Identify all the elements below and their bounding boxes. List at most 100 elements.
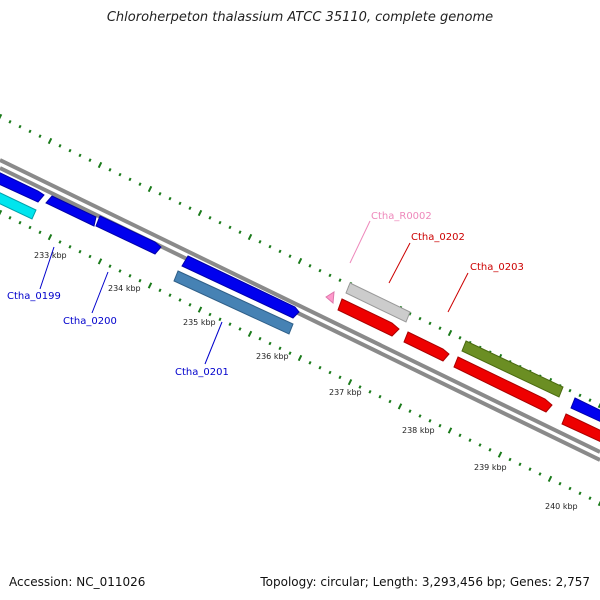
- major-tick: [0, 209, 3, 217]
- minor-tick: [538, 472, 542, 476]
- gene-block[interactable]: [403, 331, 450, 362]
- minor-tick: [408, 409, 412, 413]
- genome-backbone: [0, 158, 600, 462]
- minor-tick: [278, 346, 282, 351]
- gene-leader-lines: [39, 220, 469, 365]
- gene-block[interactable]: [337, 298, 400, 337]
- minor-tick: [78, 153, 82, 158]
- minor-tick: [18, 124, 22, 129]
- minor-tick: [258, 240, 262, 244]
- major-tick: [597, 499, 600, 507]
- gene-block[interactable]: [0, 168, 45, 203]
- kbp-tick-label: 234 kbp: [108, 284, 141, 293]
- minor-tick: [228, 225, 232, 230]
- major-tick: [97, 161, 103, 169]
- minor-tick: [288, 351, 292, 355]
- major-tick: [297, 354, 303, 362]
- gene-block[interactable]: [461, 340, 564, 398]
- minor-tick: [558, 481, 562, 486]
- minor-tick: [428, 321, 432, 326]
- minor-tick: [268, 244, 272, 249]
- minor-tick: [158, 288, 162, 293]
- major-tick: [197, 306, 203, 313]
- minor-tick: [458, 336, 462, 340]
- minor-tick: [118, 172, 122, 177]
- minor-tick: [588, 496, 592, 500]
- minor-tick: [318, 365, 322, 370]
- genome-map: 233 kbp 234 kbp 235 kbp 236 kbp 237 kbp …: [0, 113, 600, 511]
- minor-tick: [38, 134, 42, 138]
- gene-block[interactable]: [95, 215, 162, 255]
- minor-tick: [88, 254, 92, 259]
- kbp-tick-label: 233 kbp: [34, 251, 67, 260]
- minor-tick: [168, 196, 172, 201]
- minor-tick: [518, 462, 522, 467]
- gene-label-ctha-0199[interactable]: Ctha_0199: [7, 291, 61, 302]
- accession-text: Accession: NC_011026: [9, 575, 146, 589]
- minor-tick: [28, 129, 32, 134]
- minor-tick: [238, 230, 242, 234]
- minor-tick: [458, 433, 462, 438]
- gene-block[interactable]: [181, 255, 300, 319]
- minor-tick: [138, 278, 142, 283]
- minor-tick: [168, 293, 172, 297]
- gene-block[interactable]: [453, 356, 553, 413]
- minor-tick: [338, 375, 342, 380]
- minor-tick: [218, 220, 222, 225]
- minor-tick: [388, 399, 392, 404]
- minor-tick: [418, 316, 422, 321]
- gene-label-ctha-0203[interactable]: Ctha_0203: [470, 262, 524, 273]
- minor-tick: [118, 269, 122, 273]
- major-tick: [597, 401, 600, 409]
- minor-tick: [418, 414, 422, 418]
- minor-tick: [308, 361, 312, 365]
- minor-tick: [8, 120, 12, 124]
- gene-block[interactable]: [570, 397, 600, 426]
- minor-tick: [218, 317, 222, 322]
- minor-tick: [318, 268, 322, 273]
- gene-label-ctha-0200[interactable]: Ctha_0200: [63, 316, 117, 327]
- major-tick: [397, 403, 403, 410]
- minor-tick: [328, 370, 332, 375]
- major-tick: [247, 330, 253, 337]
- minor-tick: [578, 393, 582, 398]
- minor-tick: [478, 443, 482, 447]
- major-tick: [0, 113, 3, 121]
- minor-tick: [128, 274, 132, 278]
- gene-label-ctha-0201[interactable]: Ctha_0201: [175, 367, 229, 378]
- minor-tick: [188, 303, 192, 307]
- gene-block[interactable]: [325, 291, 335, 305]
- minor-tick: [58, 144, 62, 148]
- minor-tick: [438, 326, 442, 330]
- minor-tick: [358, 385, 362, 389]
- major-tick: [247, 233, 253, 241]
- gene-block[interactable]: [45, 195, 97, 227]
- minor-tick: [18, 220, 22, 225]
- minor-tick: [578, 491, 582, 496]
- kbp-tick-label: 240 kbp: [545, 502, 578, 511]
- minor-tick: [178, 298, 182, 302]
- minor-tick: [78, 249, 82, 254]
- major-tick: [547, 475, 553, 482]
- gene-label-ctha-0202[interactable]: Ctha_0202: [411, 232, 465, 243]
- minor-tick: [328, 273, 332, 278]
- minor-tick: [438, 423, 442, 428]
- minor-tick: [58, 240, 62, 244]
- minor-tick: [208, 312, 212, 317]
- kbp-tick-label: 237 kbp: [329, 388, 362, 397]
- major-tick: [47, 234, 53, 241]
- gene-label-ctha-r0002[interactable]: Ctha_R0002: [371, 211, 432, 222]
- minor-tick: [68, 148, 72, 153]
- minor-tick: [588, 398, 592, 402]
- minor-tick: [528, 467, 532, 471]
- minor-tick: [378, 394, 382, 399]
- minor-tick: [428, 419, 432, 423]
- minor-tick: [468, 438, 472, 442]
- gene-block[interactable]: [0, 188, 37, 220]
- topology-text: Topology: circular; Length: 3,293,456 bp…: [260, 575, 590, 589]
- minor-tick: [308, 264, 312, 268]
- gene-block[interactable]: [173, 270, 294, 335]
- gene-block[interactable]: [561, 413, 600, 446]
- minor-tick: [228, 322, 232, 326]
- gene-block[interactable]: [345, 282, 411, 323]
